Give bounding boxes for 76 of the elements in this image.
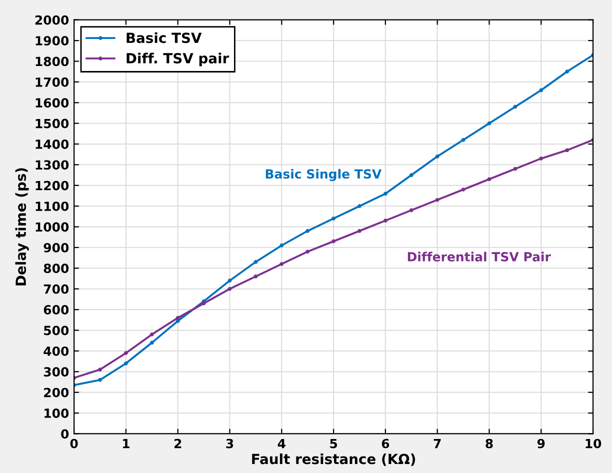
y-tick-label: 1300	[36, 160, 69, 170]
y-tick-label: 1000	[36, 222, 69, 232]
point	[306, 228, 310, 233]
point	[435, 198, 440, 202]
point	[539, 156, 544, 160]
legend-label: Basic TSV	[126, 32, 202, 44]
point	[306, 250, 310, 254]
y-tick-label: 1700	[36, 77, 69, 87]
point	[383, 218, 388, 223]
point	[565, 70, 570, 74]
y-tick-label: 200	[44, 388, 69, 398]
y-tick-label: 0	[61, 429, 69, 439]
y-tick-label: 600	[44, 305, 69, 315]
point	[487, 177, 492, 182]
point	[228, 286, 232, 291]
point	[332, 239, 336, 244]
y-tick-label: 2000	[35, 15, 69, 25]
point	[409, 173, 414, 178]
x-tick-label: 5	[330, 438, 338, 448]
point	[150, 332, 154, 336]
y-tick-label: 300	[44, 367, 69, 377]
y-tick-label: 700	[44, 284, 69, 294]
line-series	[74, 138, 594, 380]
point	[487, 121, 492, 126]
point	[513, 104, 518, 109]
legend-label: Diff. TSV pair	[126, 52, 230, 66]
point	[435, 154, 440, 158]
point	[461, 188, 466, 192]
y-tick-label: 1800	[36, 56, 69, 66]
point	[280, 262, 284, 266]
y-tick-label: 1400	[36, 140, 69, 149]
point	[461, 138, 466, 142]
x-tick-label: 2	[174, 438, 182, 448]
point	[98, 378, 102, 382]
point	[565, 148, 570, 152]
point	[332, 216, 336, 220]
point	[98, 368, 102, 372]
y-tick-label: 800	[44, 264, 69, 274]
y-axis-title: Delay time (ps)	[15, 168, 29, 286]
y-tick-label: 1200	[36, 180, 69, 190]
point	[150, 340, 154, 345]
y-tick-label: 1500	[36, 118, 69, 128]
x-tick-label: 9	[537, 438, 545, 448]
x-tick-label: 0	[70, 438, 78, 448]
y-tick-label: 100	[44, 408, 69, 418]
point	[409, 208, 414, 212]
point	[280, 243, 284, 248]
point	[228, 278, 232, 283]
annotation: Basic Single TSV	[266, 168, 382, 182]
x-tick-label: 4	[278, 438, 286, 448]
point	[358, 228, 362, 233]
y-tick-label: 1600	[36, 98, 69, 108]
point	[176, 319, 180, 323]
y-tick-label: 1900	[36, 36, 69, 46]
line-series	[74, 53, 594, 388]
x-axis-title: Fault resistance (KΩ)	[252, 453, 416, 466]
x-tick-label: 7	[434, 438, 441, 448]
y-tick-label: 900	[44, 242, 69, 252]
point	[383, 192, 388, 196]
x-tick-label: 1	[123, 438, 130, 448]
point	[539, 88, 544, 92]
point	[124, 361, 128, 366]
point	[124, 351, 128, 355]
x-tick-label: 3	[226, 438, 234, 448]
x-tick-label: 8	[486, 438, 493, 448]
point	[254, 274, 258, 278]
x-tick-label: 10	[586, 438, 602, 448]
point	[358, 204, 362, 208]
y-tick-label: 1100	[36, 202, 69, 212]
y-tick-label: 400	[44, 346, 69, 356]
point	[176, 316, 180, 320]
point	[254, 260, 258, 264]
point	[513, 166, 518, 171]
y-tick-label: 500	[44, 326, 69, 336]
x-tick-label: 6	[382, 438, 390, 448]
annotation: Differential TSV Pair	[408, 252, 551, 262]
